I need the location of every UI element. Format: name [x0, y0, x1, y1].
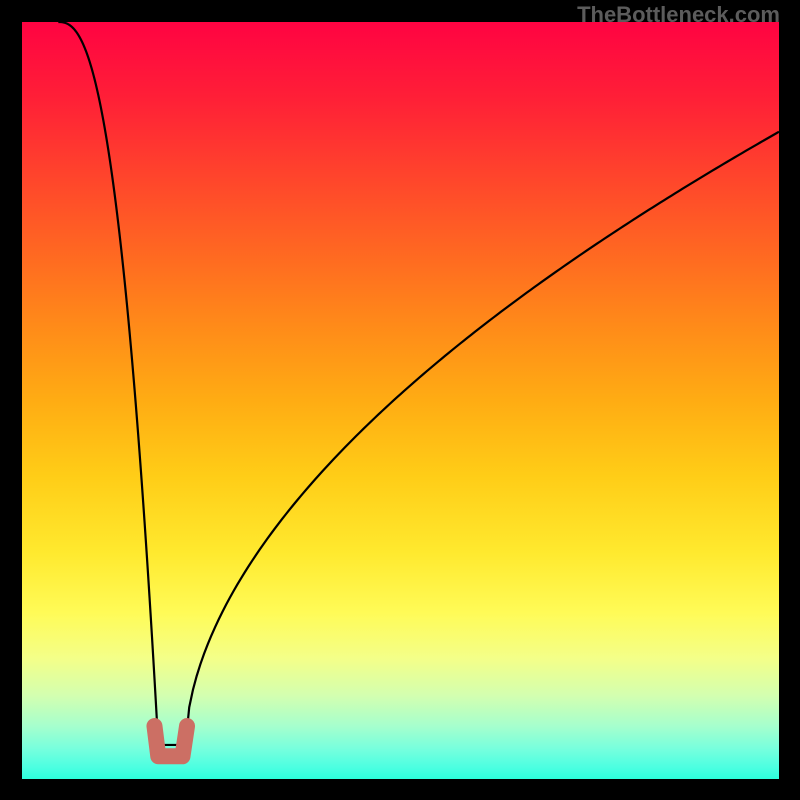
chart-frame: TheBottleneck.com: [0, 0, 800, 800]
bottleneck-curve: [58, 22, 779, 745]
curve-layer: [22, 22, 779, 779]
plot-area: [22, 22, 779, 779]
trough-marker: [154, 726, 187, 756]
